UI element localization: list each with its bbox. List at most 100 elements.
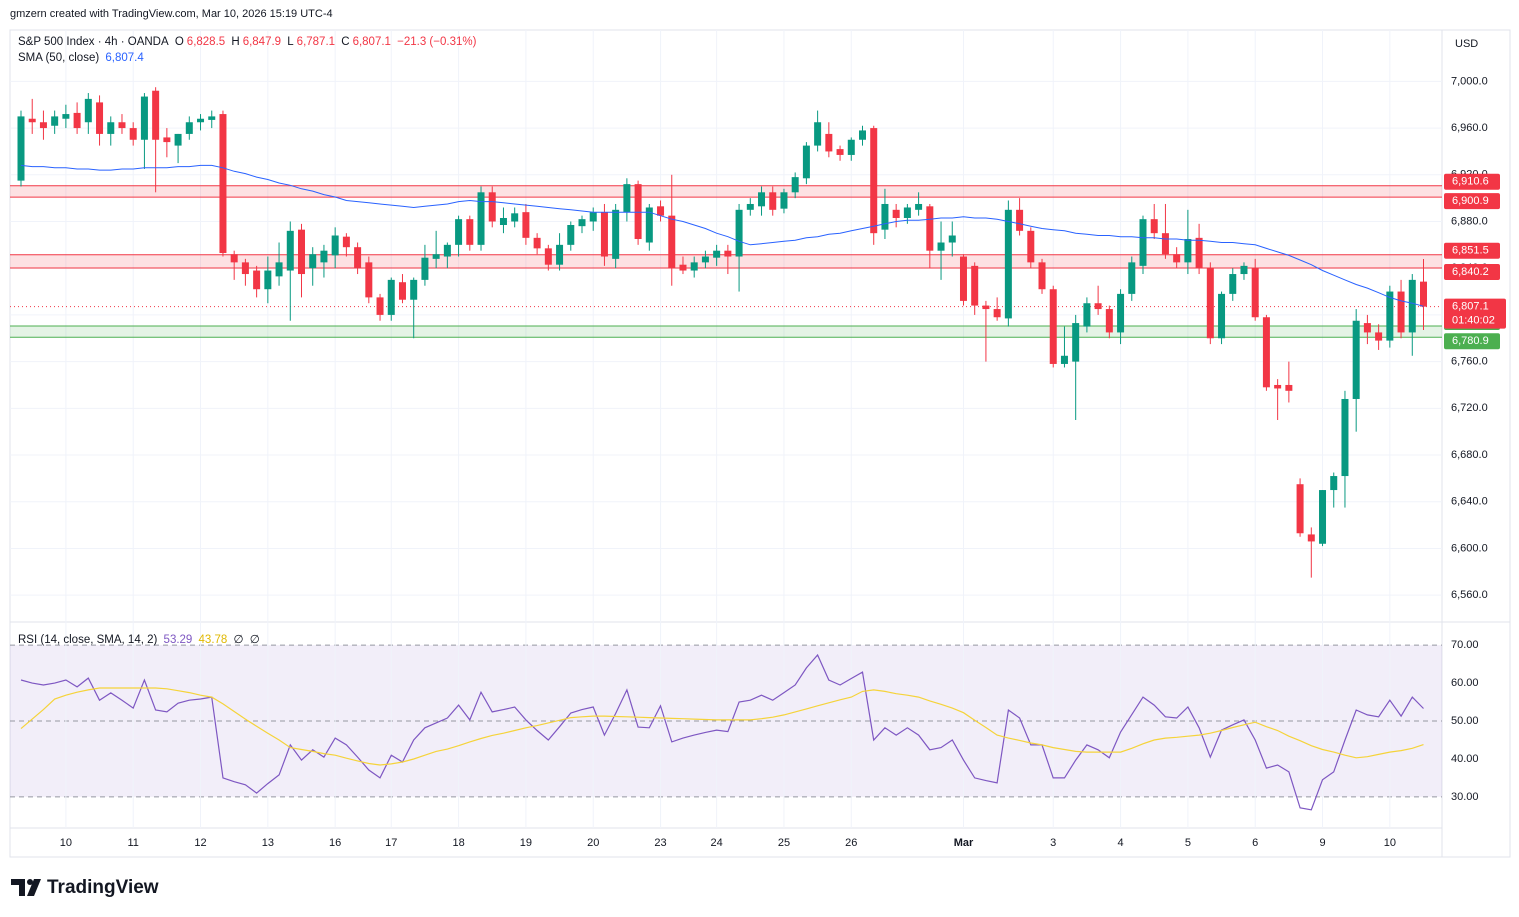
candle-body	[174, 133, 182, 146]
candle-body	[634, 184, 642, 240]
candle-body	[73, 112, 81, 129]
candle-body	[1420, 281, 1427, 307]
candle-body	[814, 122, 822, 146]
sma-value: 6,807.4	[105, 52, 144, 64]
candle-body	[163, 137, 171, 143]
symbol: S&P 500 Index · 4h · OANDA	[18, 36, 169, 48]
candle-body	[354, 247, 362, 269]
candle-body	[208, 116, 216, 120]
candle-body	[746, 203, 754, 210]
candle-body	[365, 262, 373, 298]
x-tick-label: 20	[587, 837, 599, 849]
candle-body	[253, 270, 261, 290]
legend-label: L	[287, 36, 294, 48]
x-tick-label: Mar	[954, 837, 974, 849]
candle-body	[1229, 274, 1237, 294]
candle-body	[1004, 209, 1012, 319]
candle-body	[1330, 476, 1338, 491]
rsi-tick-label: 60.00	[1451, 677, 1479, 689]
x-tick-label: 17	[385, 837, 397, 849]
candle-body	[1128, 262, 1136, 294]
candle-body	[1184, 239, 1192, 263]
rsi-value: 53.29	[163, 634, 193, 646]
zone-label: 6,910.6	[1452, 176, 1489, 188]
candle-body	[1195, 237, 1203, 269]
x-tick-label: 25	[778, 837, 790, 849]
candle-body	[488, 192, 496, 222]
x-tick-label: 6	[1252, 837, 1258, 849]
candle-body	[915, 203, 923, 210]
candle-body	[600, 212, 608, 257]
y-tick-label: 6,680.0	[1451, 449, 1488, 461]
candle-body	[1173, 254, 1181, 263]
candle-body	[847, 139, 855, 155]
x-tick-label: 16	[329, 837, 341, 849]
candle-body	[1072, 323, 1080, 362]
candle-body	[230, 254, 238, 263]
candle-body	[881, 203, 889, 230]
candle-body	[410, 279, 418, 300]
legend-label: C	[341, 36, 350, 48]
x-tick-label: 9	[1319, 837, 1325, 849]
candle-body	[758, 192, 766, 207]
x-tick-label: 5	[1185, 837, 1191, 849]
candle-body	[1319, 490, 1327, 544]
x-tick-label: 10	[1384, 837, 1396, 849]
candle-body	[84, 98, 92, 123]
y-tick-label: 6,760.0	[1451, 356, 1488, 368]
candle-body	[140, 96, 148, 140]
candle-body	[1307, 534, 1315, 542]
candle-body	[342, 236, 350, 248]
price-legend: S&P 500 Index · 4h · OANDA O 6,828.5 H 6,8…	[18, 36, 479, 48]
candle-body	[668, 215, 676, 269]
rsi-flag: ∅	[249, 634, 260, 646]
candle-body	[1386, 291, 1394, 341]
rsi-line	[20, 687, 1424, 766]
candle-body	[1105, 309, 1113, 333]
candle-body	[623, 184, 631, 213]
zone-label-bg	[1444, 242, 1500, 259]
candle-body	[1408, 279, 1416, 333]
candle-body	[903, 207, 911, 218]
candle-body	[892, 209, 900, 218]
candle-body	[1117, 293, 1125, 333]
legend-value: 6,847.9	[242, 36, 282, 48]
sma-line	[20, 164, 1424, 307]
candle-body	[836, 149, 844, 155]
candle-body	[51, 116, 59, 126]
candle-body	[197, 118, 205, 123]
candle-body	[129, 128, 137, 140]
candle-body	[1352, 320, 1360, 399]
candle-body	[455, 219, 463, 245]
legend-change: −21.3 (−0.31%)	[397, 36, 477, 48]
candle-body	[477, 192, 485, 245]
x-tick-label: 24	[711, 837, 723, 849]
zone-label: 6,840.2	[1452, 266, 1489, 278]
x-tick-label: 4	[1117, 837, 1123, 849]
legend-value: 6,787.1	[296, 36, 336, 48]
rsi-tick-label: 50.00	[1451, 715, 1479, 727]
candle-body	[152, 90, 160, 140]
candle-body	[1375, 332, 1383, 341]
candle-body	[219, 114, 227, 254]
candle-body	[421, 257, 429, 280]
zone-label: 6,851.5	[1452, 245, 1489, 257]
zone	[10, 185, 1442, 198]
candle-body	[499, 217, 507, 225]
candle-body	[544, 248, 552, 265]
candle-body	[713, 250, 721, 258]
rsi-ma-value: 43.78	[198, 634, 228, 646]
candle-body	[1016, 209, 1024, 231]
zone-label-bg	[1444, 263, 1500, 280]
logo	[11, 879, 41, 896]
candle-body	[1083, 303, 1091, 327]
candle-body	[443, 244, 451, 257]
candle-body	[62, 114, 70, 119]
candle-body	[107, 122, 115, 134]
candle-body	[724, 250, 732, 257]
candle-body	[376, 297, 384, 315]
candle-body	[825, 133, 833, 152]
candle-body	[859, 130, 866, 140]
